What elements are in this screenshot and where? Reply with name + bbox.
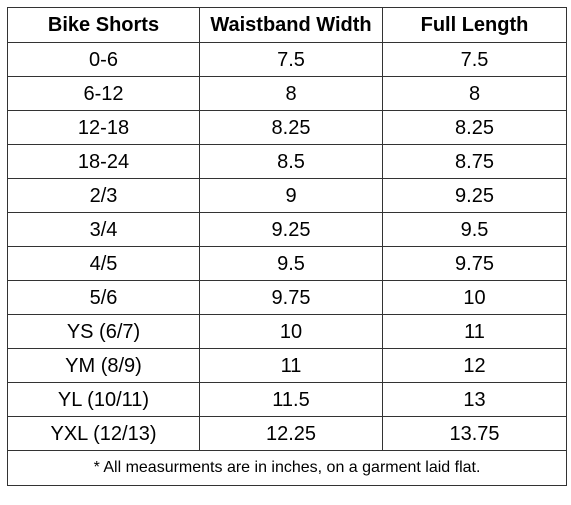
- table-row: 12-18 8.25 8.25: [7, 110, 567, 145]
- header-bike-shorts: Bike Shorts: [7, 7, 200, 43]
- full-length-cell: 7.5: [382, 42, 567, 77]
- full-length-cell: 12: [382, 348, 567, 383]
- size-cell: 0-6: [7, 42, 200, 77]
- table-body: 0-6 7.5 7.5 6-12 8 8 12-18 8.25 8.25 18-24 8.5 8.75…: [7, 42, 567, 451]
- size-cell: 2/3: [7, 178, 200, 213]
- table-row: YM (8/9) 11 12: [7, 348, 567, 383]
- full-length-cell: 11: [382, 314, 567, 349]
- table-row: 3/4 9.25 9.5: [7, 212, 567, 247]
- size-cell: YXL (12/13): [7, 416, 200, 451]
- table-footer: * All measurments are in inches, on a ga…: [7, 450, 567, 486]
- full-length-cell: 8.25: [382, 110, 567, 145]
- table-header: Bike Shorts Waistband Width Full Length: [7, 7, 567, 43]
- full-length-cell: 9.5: [382, 212, 567, 247]
- full-length-cell: 9.25: [382, 178, 567, 213]
- size-cell: YM (8/9): [7, 348, 200, 383]
- header-waistband-width: Waistband Width: [199, 7, 383, 43]
- size-chart-table: Bike Shorts Waistband Width Full Length …: [7, 7, 567, 486]
- table-row: YXL (12/13) 12.25 13.75: [7, 416, 567, 451]
- waistband-width-cell: 9.75: [199, 280, 383, 315]
- waistband-width-cell: 11: [199, 348, 383, 383]
- waistband-width-cell: 9.25: [199, 212, 383, 247]
- waistband-width-cell: 7.5: [199, 42, 383, 77]
- waistband-width-cell: 8.25: [199, 110, 383, 145]
- table-row: 4/5 9.5 9.75: [7, 246, 567, 281]
- full-length-cell: 8.75: [382, 144, 567, 179]
- table-row: 0-6 7.5 7.5: [7, 42, 567, 77]
- full-length-cell: 9.75: [382, 246, 567, 281]
- size-cell: 12-18: [7, 110, 200, 145]
- table-row: 5/6 9.75 10: [7, 280, 567, 315]
- waistband-width-cell: 8.5: [199, 144, 383, 179]
- table-row: 6-12 8 8: [7, 76, 567, 111]
- size-cell: YS (6/7): [7, 314, 200, 349]
- size-cell: YL (10/11): [7, 382, 200, 417]
- waistband-width-cell: 9.5: [199, 246, 383, 281]
- header-row: Bike Shorts Waistband Width Full Length: [7, 7, 567, 43]
- footnote-row: * All measurments are in inches, on a ga…: [7, 450, 567, 486]
- size-cell: 18-24: [7, 144, 200, 179]
- header-full-length: Full Length: [382, 7, 567, 43]
- waistband-width-cell: 8: [199, 76, 383, 111]
- table-row: 2/3 9 9.25: [7, 178, 567, 213]
- full-length-cell: 13.75: [382, 416, 567, 451]
- size-cell: 4/5: [7, 246, 200, 281]
- waistband-width-cell: 10: [199, 314, 383, 349]
- full-length-cell: 13: [382, 382, 567, 417]
- footnote: * All measurments are in inches, on a ga…: [7, 450, 567, 486]
- table-row: YS (6/7) 10 11: [7, 314, 567, 349]
- full-length-cell: 10: [382, 280, 567, 315]
- size-cell: 3/4: [7, 212, 200, 247]
- table-row: YL (10/11) 11.5 13: [7, 382, 567, 417]
- waistband-width-cell: 11.5: [199, 382, 383, 417]
- size-cell: 5/6: [7, 280, 200, 315]
- table-row: 18-24 8.5 8.75: [7, 144, 567, 179]
- waistband-width-cell: 9: [199, 178, 383, 213]
- waistband-width-cell: 12.25: [199, 416, 383, 451]
- size-cell: 6-12: [7, 76, 200, 111]
- full-length-cell: 8: [382, 76, 567, 111]
